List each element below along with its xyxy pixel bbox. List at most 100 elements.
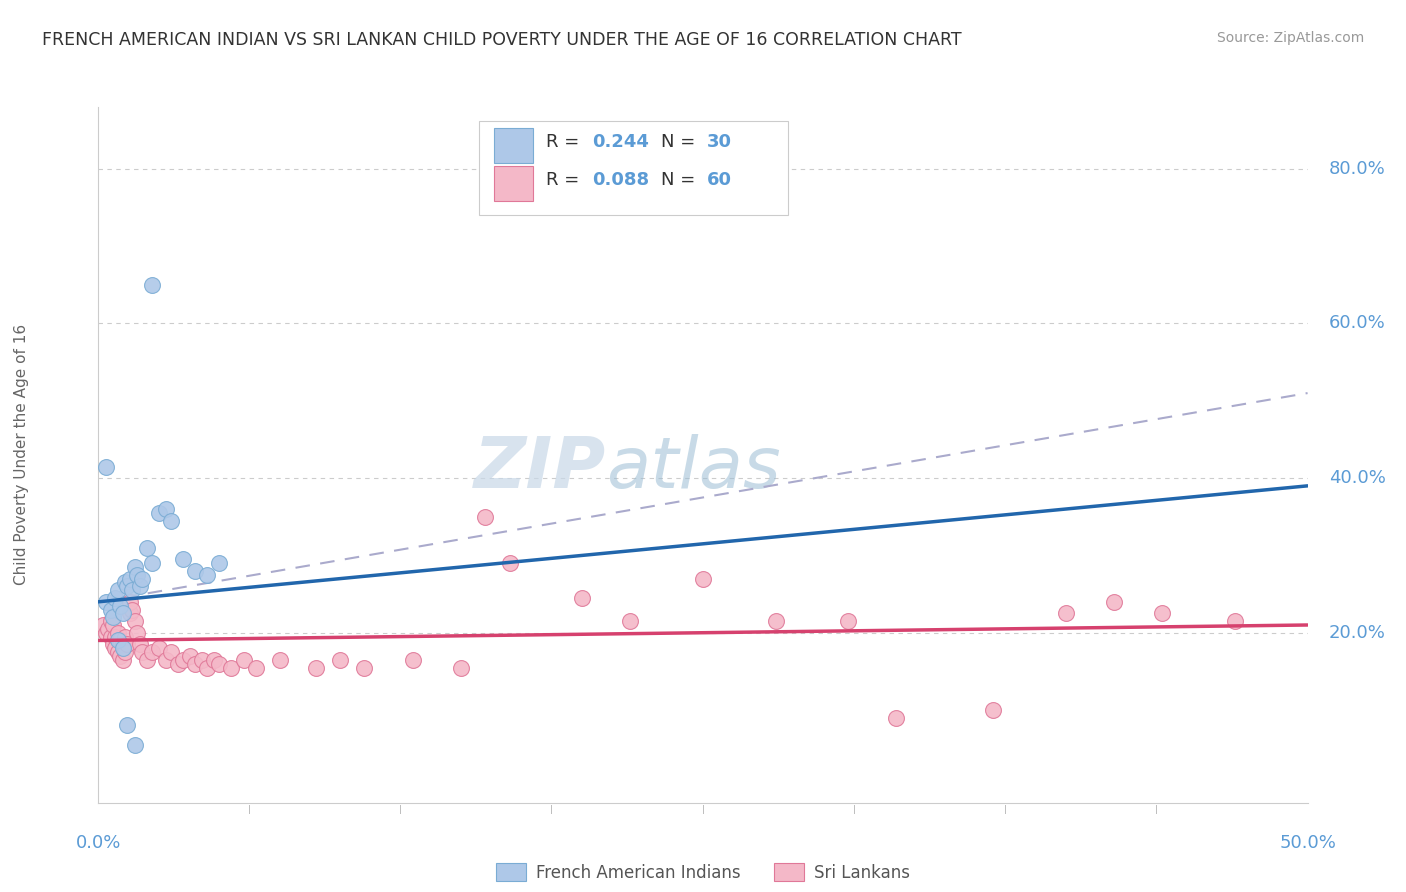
Point: [135, 653, 157, 667]
Point: [91, 618, 114, 632]
FancyBboxPatch shape: [479, 121, 787, 215]
Point: [353, 660, 375, 674]
Point: [94, 595, 117, 609]
Point: [148, 641, 170, 656]
Text: R =: R =: [546, 171, 585, 189]
Point: [571, 591, 593, 605]
Point: [118, 572, 141, 586]
Point: [107, 625, 129, 640]
Point: [184, 657, 207, 671]
Point: [107, 633, 129, 648]
Point: [450, 660, 472, 674]
Point: [981, 703, 1004, 717]
Point: [329, 653, 352, 667]
Point: [184, 564, 207, 578]
Point: [208, 657, 231, 671]
Point: [94, 625, 117, 640]
Text: |: |: [1154, 805, 1159, 814]
Point: [101, 610, 124, 624]
Point: [135, 541, 157, 555]
Point: [124, 738, 146, 752]
Point: [100, 630, 122, 644]
Text: ZIP: ZIP: [474, 434, 606, 503]
Text: |: |: [702, 805, 704, 814]
Point: [402, 653, 425, 667]
Point: [131, 645, 153, 659]
Point: [124, 614, 146, 628]
Point: [108, 599, 131, 613]
Text: |: |: [399, 805, 402, 814]
Point: [172, 653, 194, 667]
Text: Source: ZipAtlas.com: Source: ZipAtlas.com: [1216, 31, 1364, 45]
Text: |: |: [247, 805, 252, 814]
Point: [619, 614, 641, 628]
Text: N =: N =: [661, 171, 700, 189]
Point: [108, 633, 131, 648]
Point: [118, 607, 141, 621]
Text: 60: 60: [707, 171, 731, 189]
Point: [117, 637, 139, 651]
FancyBboxPatch shape: [494, 128, 533, 162]
Point: [104, 641, 127, 656]
Text: FRENCH AMERICAN INDIAN VS SRI LANKAN CHILD POVERTY UNDER THE AGE OF 16 CORRELATI: FRENCH AMERICAN INDIAN VS SRI LANKAN CHI…: [42, 31, 962, 49]
Point: [101, 618, 124, 632]
Point: [172, 552, 194, 566]
Point: [837, 614, 859, 628]
Point: [221, 660, 243, 674]
Text: 20.0%: 20.0%: [1329, 624, 1385, 641]
Point: [305, 660, 328, 674]
Point: [127, 567, 149, 582]
Point: [498, 556, 520, 570]
Text: |: |: [1004, 805, 1007, 814]
Point: [204, 653, 226, 667]
Point: [195, 567, 218, 582]
Point: [111, 653, 134, 667]
Point: [160, 514, 183, 528]
Point: [111, 641, 134, 656]
Point: [121, 602, 143, 616]
Text: Child Poverty Under the Age of 16: Child Poverty Under the Age of 16: [14, 325, 28, 585]
Point: [114, 630, 136, 644]
Point: [141, 556, 163, 570]
Text: 50.0%: 50.0%: [1279, 834, 1336, 852]
Point: [886, 711, 908, 725]
Point: [191, 653, 214, 667]
Point: [104, 630, 127, 644]
Text: 80.0%: 80.0%: [1329, 160, 1385, 178]
Point: [111, 637, 134, 651]
Point: [148, 506, 170, 520]
Point: [269, 653, 291, 667]
Legend: French American Indians, Sri Lankans: French American Indians, Sri Lankans: [489, 856, 917, 888]
Text: 30: 30: [707, 133, 731, 151]
FancyBboxPatch shape: [494, 166, 533, 201]
Point: [474, 509, 496, 524]
Point: [195, 660, 218, 674]
Point: [155, 653, 177, 667]
Point: [100, 602, 122, 616]
Point: [1102, 595, 1125, 609]
Point: [114, 645, 136, 659]
Point: [128, 579, 150, 593]
Point: [1054, 607, 1077, 621]
Text: 0.088: 0.088: [592, 171, 650, 189]
Point: [114, 575, 136, 590]
Point: [1223, 614, 1246, 628]
Point: [692, 572, 714, 586]
Point: [104, 591, 127, 605]
Point: [167, 657, 190, 671]
Point: [107, 645, 129, 659]
Point: [107, 583, 129, 598]
Text: |: |: [550, 805, 554, 814]
Point: [155, 502, 177, 516]
Text: 0.244: 0.244: [592, 133, 648, 151]
Text: 0.0%: 0.0%: [76, 834, 121, 852]
Point: [121, 583, 143, 598]
Point: [108, 648, 131, 663]
Point: [94, 459, 117, 474]
Point: [765, 614, 787, 628]
Point: [141, 645, 163, 659]
Point: [141, 277, 163, 292]
Point: [245, 660, 267, 674]
Point: [118, 595, 141, 609]
Text: atlas: atlas: [606, 434, 780, 503]
